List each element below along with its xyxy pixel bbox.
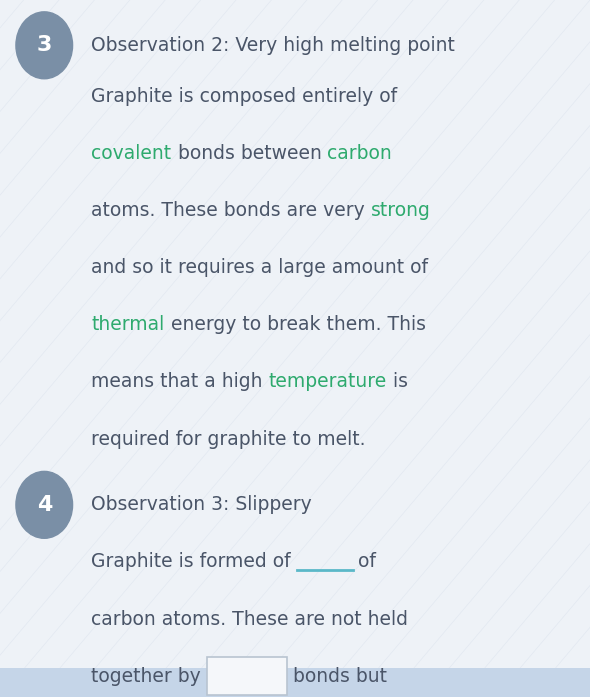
FancyBboxPatch shape [207,657,287,696]
Text: 3: 3 [37,36,52,55]
Text: 4: 4 [37,495,52,515]
Text: required for graphite to melt.: required for graphite to melt. [91,429,366,449]
Text: and so it requires a large amount of: and so it requires a large amount of [91,258,428,277]
Text: atoms. These bonds are very: atoms. These bonds are very [91,201,371,220]
Text: Observation 2: Very high melting point: Observation 2: Very high melting point [91,36,455,55]
Text: covalent: covalent [91,144,172,163]
Text: carbon atoms. These are not held: carbon atoms. These are not held [91,610,408,629]
Text: Observation 3: Slippery: Observation 3: Slippery [91,496,312,514]
Text: carbon: carbon [327,144,392,163]
Text: bonds but: bonds but [293,667,387,686]
Circle shape [16,471,73,538]
Text: strong: strong [371,201,431,220]
Text: thermal: thermal [91,315,165,335]
Text: means that a high: means that a high [91,372,269,392]
Text: of: of [358,553,376,572]
FancyBboxPatch shape [0,668,590,697]
Text: is: is [387,372,408,392]
Text: Graphite is composed entirely of: Graphite is composed entirely of [91,86,398,106]
Circle shape [16,12,73,79]
Text: energy to break them. This: energy to break them. This [165,315,426,335]
Text: temperature: temperature [269,372,387,392]
Text: Graphite is formed of: Graphite is formed of [91,553,297,572]
Text: together by: together by [91,667,207,686]
Text: bonds between: bonds between [172,144,327,163]
